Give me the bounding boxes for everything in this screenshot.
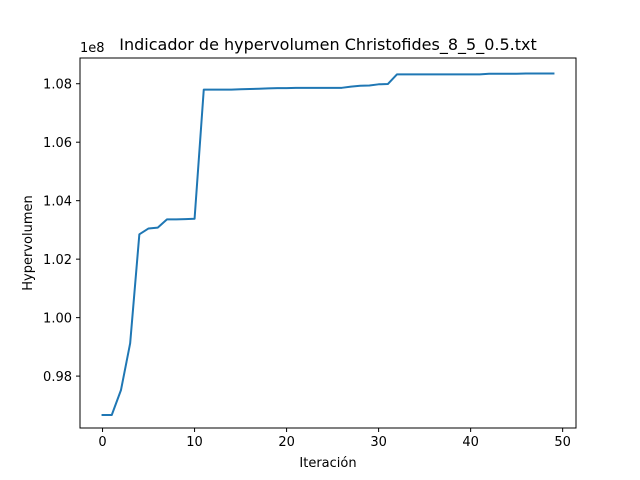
y-tick-label: 1.00	[43, 312, 72, 327]
y-tick-label: 1.08	[43, 78, 72, 93]
plot-frame	[79, 57, 577, 429]
y-tick-label: 1.06	[43, 136, 72, 151]
x-tick-label: 50	[554, 435, 571, 450]
x-tick-label: 10	[186, 435, 203, 450]
series-line	[101, 72, 555, 416]
x-tick-label: 20	[278, 435, 295, 450]
y-tick-label: 0.98	[43, 370, 72, 385]
y-offset-label: 1e8	[80, 41, 105, 56]
data-series	[101, 72, 555, 416]
x-tick-label: 40	[462, 435, 479, 450]
x-axis-label: Iteración	[299, 456, 356, 471]
axis-ticks: 0 10 20 30 40 50 0.98 1.00 1.02 1.04 1.06 1.08	[43, 78, 571, 450]
y-tick-label: 1.02	[43, 253, 72, 268]
y-axis-label: Hypervolumen	[21, 195, 36, 290]
y-tick-label: 1.04	[43, 195, 72, 210]
x-tick-label: 0	[98, 435, 106, 450]
chart-title: Indicador de hypervolumen Christofides_8…	[119, 35, 537, 55]
x-tick-label: 30	[370, 435, 387, 450]
